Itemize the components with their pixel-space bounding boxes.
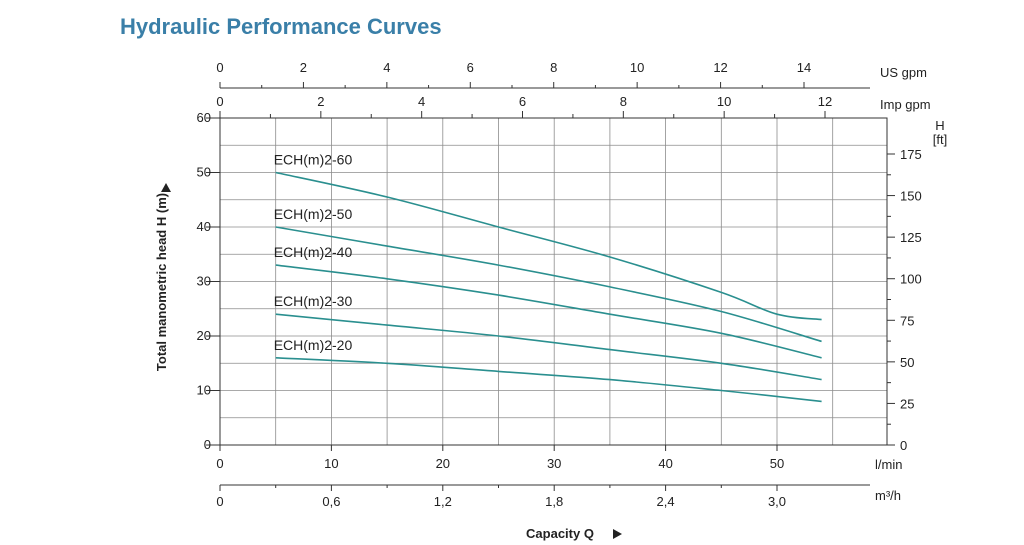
- imp-gpm-tick-label: 2: [317, 94, 324, 109]
- y2-tick-label: 50: [900, 355, 914, 370]
- lmin-tick-label: 10: [324, 456, 338, 471]
- us-gpm-tick-label: 10: [630, 60, 644, 75]
- y2-tick-label: 25: [900, 396, 914, 411]
- x-axis-arrow-icon: [613, 529, 622, 539]
- y-tick-label: 10: [197, 383, 211, 398]
- imp-gpm-tick-label: 8: [620, 94, 627, 109]
- imp-gpm-tick-label: 4: [418, 94, 425, 109]
- y2-tick-label: 150: [900, 189, 922, 204]
- m3h-tick-label: 3,0: [768, 494, 786, 509]
- lmin-tick-label: 0: [216, 456, 223, 471]
- m3h-tick-label: 2,4: [657, 494, 675, 509]
- y-axis-title: Total manometric head H (m): [154, 193, 169, 371]
- page-title: Hydraulic Performance Curves: [120, 14, 442, 39]
- series-line: [275, 171, 822, 321]
- series-line: [275, 357, 822, 403]
- y-tick-label: 60: [197, 110, 211, 125]
- series-line: [275, 313, 822, 381]
- m3h-unit-label: m³/h: [875, 488, 901, 503]
- curves: [275, 171, 822, 403]
- lmin-tick-label: 30: [547, 456, 561, 471]
- grid: [219, 117, 887, 446]
- m3h-tick-label: 1,2: [434, 494, 452, 509]
- y2-tick-label: 75: [900, 313, 914, 328]
- series-label: ECH(m)2-50: [274, 206, 353, 222]
- series-label: ECH(m)2-20: [274, 337, 353, 353]
- series-line: [275, 226, 822, 343]
- us-gpm-tick-label: 2: [300, 60, 307, 75]
- us-gpm-unit-label: US gpm: [880, 65, 927, 80]
- us-gpm-tick-label: 6: [467, 60, 474, 75]
- us-gpm-tick-label: 12: [713, 60, 727, 75]
- m3h-tick-label: 0: [216, 494, 223, 509]
- m3h-tick-label: 1,8: [545, 494, 563, 509]
- y-tick-label: 30: [197, 274, 211, 289]
- series-label: ECH(m)2-40: [274, 244, 353, 260]
- us-gpm-tick-label: 4: [383, 60, 390, 75]
- y2-tick-label: 100: [900, 272, 922, 287]
- series-label: ECH(m)2-60: [274, 152, 353, 168]
- lmin-tick-label: 20: [436, 456, 450, 471]
- lmin-unit-label: l/min: [875, 457, 902, 472]
- imp-gpm-tick-label: 0: [216, 94, 223, 109]
- us-gpm-tick-label: 8: [550, 60, 557, 75]
- imp-gpm-tick-label: 12: [818, 94, 832, 109]
- m3h-tick-label: 0,6: [322, 494, 340, 509]
- us-gpm-tick-label: 14: [797, 60, 811, 75]
- x-axis-title: Capacity Q: [526, 526, 594, 541]
- y-tick-label: 40: [197, 219, 211, 234]
- lmin-tick-label: 50: [770, 456, 784, 471]
- us-gpm-tick-label: 0: [216, 60, 223, 75]
- y-tick-label: 50: [197, 165, 211, 180]
- y-tick-label: 0: [204, 437, 211, 452]
- y-tick-label: 20: [197, 328, 211, 343]
- imp-gpm-tick-label: 10: [717, 94, 731, 109]
- y2-unit-label-2: [ft]: [933, 132, 947, 147]
- series-label: ECH(m)2-30: [274, 293, 353, 309]
- y2-tick-label: 175: [900, 147, 922, 162]
- imp-gpm-unit-label: Imp gpm: [880, 97, 931, 112]
- y2-tick-label: 0: [900, 438, 907, 453]
- imp-gpm-tick-label: 6: [519, 94, 526, 109]
- y2-unit-label: H: [935, 118, 944, 133]
- series-labels: ECH(m)2-60 ECH(m)2-50 ECH(m)2-40 ECH(m)2-30…: [274, 152, 353, 353]
- y-axis-arrow-icon: [161, 183, 171, 192]
- series-line: [275, 264, 822, 359]
- y2-tick-label: 125: [900, 230, 922, 245]
- lmin-tick-label: 40: [658, 456, 672, 471]
